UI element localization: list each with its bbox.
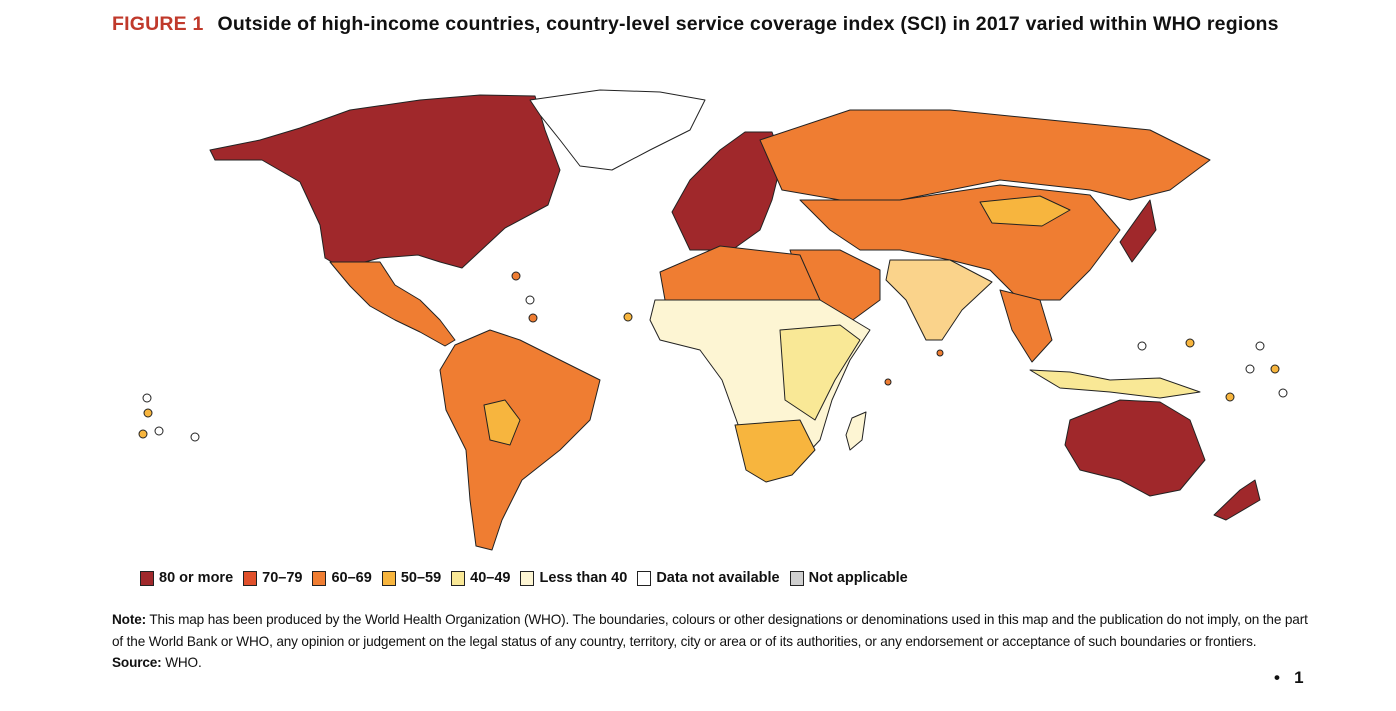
- region-bolivia-paraguay: [483, 399, 521, 446]
- figure-title: FIGURE 1 Outside of high-income countries…: [112, 10, 1322, 38]
- legend-item: 50–59: [381, 570, 442, 586]
- legend-label: 50–59: [400, 570, 442, 586]
- note-text: This map has been produced by the World …: [112, 612, 1308, 649]
- region-greenland: [529, 89, 706, 171]
- island-marker: [1185, 338, 1195, 348]
- island-marker: [142, 393, 152, 403]
- legend-swatch: [140, 570, 154, 586]
- legend-label: 40–49: [470, 570, 511, 586]
- region-south-america: [439, 329, 601, 551]
- source-label: Source:: [112, 655, 162, 670]
- island-marker: [525, 295, 535, 305]
- region-australia: [1064, 399, 1206, 497]
- island-marker: [1270, 364, 1280, 374]
- region-new-zealand: [1213, 479, 1261, 521]
- island-marker: [511, 271, 521, 281]
- legend-item: 40–49: [451, 570, 510, 586]
- island-marker: [143, 408, 153, 418]
- legend-item: Less than 40: [520, 570, 627, 586]
- island-marker: [1137, 341, 1147, 351]
- island-marker: [1278, 388, 1288, 398]
- legend-swatch: [451, 570, 466, 586]
- island-marker: [936, 349, 944, 357]
- legend-swatch: [381, 570, 396, 586]
- region-russia: [759, 109, 1211, 201]
- island-marker: [138, 429, 148, 439]
- figure-label: FIGURE 1: [112, 13, 204, 35]
- legend-swatch: [637, 570, 652, 586]
- map-note: Note: This map has been produced by the …: [112, 609, 1322, 674]
- region-east-africa: [779, 324, 861, 421]
- legend-swatch: [789, 570, 804, 586]
- region-indonesia: [1029, 369, 1201, 399]
- legend-item: Data not available: [637, 570, 780, 586]
- region-mongolia: [979, 195, 1071, 227]
- region-north-america: [209, 94, 561, 269]
- legend-label: 60–69: [331, 570, 372, 586]
- region-madagascar: [845, 411, 867, 451]
- island-marker: [1225, 392, 1235, 402]
- page-number: • 1: [1274, 668, 1304, 688]
- page-bullet: •: [1274, 668, 1280, 687]
- region-india: [885, 259, 993, 341]
- island-marker: [623, 312, 633, 322]
- legend-label: Data not available: [656, 570, 780, 586]
- island-marker: [154, 426, 164, 436]
- legend-item: Not applicable: [789, 570, 908, 586]
- source-text: WHO.: [165, 655, 202, 670]
- region-southeast-asia: [999, 289, 1053, 363]
- region-north-africa: [659, 245, 821, 306]
- legend-swatch: [520, 570, 535, 586]
- legend-item: 60–69: [312, 570, 372, 586]
- legend-swatch: [243, 570, 258, 586]
- note-label: Note:: [112, 612, 146, 627]
- island-marker: [1245, 364, 1255, 374]
- page-number-value: 1: [1294, 668, 1304, 687]
- island-marker: [528, 313, 538, 323]
- legend-item: 80 or more: [140, 570, 233, 586]
- legend-label: 80 or more: [159, 570, 234, 586]
- figure-title-text: Outside of high-income countries, countr…: [217, 13, 1279, 35]
- region-japan: [1119, 199, 1157, 263]
- map-legend: 80 or more 70–79 60–69 50–59 40–49 Less …: [140, 570, 908, 586]
- legend-label: 70–79: [262, 570, 303, 586]
- island-marker: [884, 378, 892, 386]
- legend-swatch: [312, 570, 327, 586]
- island-marker: [190, 432, 200, 442]
- legend-label: Less than 40: [539, 570, 628, 586]
- small-island-markers: [138, 271, 1288, 442]
- region-mexico-central-america: [329, 261, 456, 347]
- region-southern-africa: [734, 419, 816, 483]
- island-marker: [1255, 341, 1265, 351]
- legend-label: Not applicable: [808, 570, 908, 586]
- legend-item: 70–79: [243, 570, 302, 586]
